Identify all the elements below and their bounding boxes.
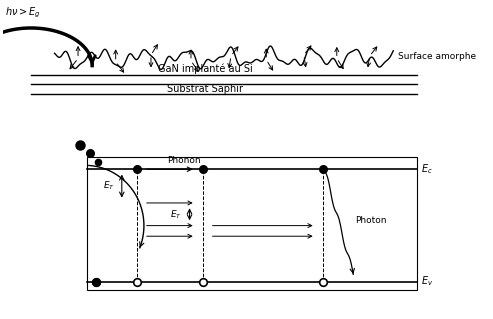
Bar bbox=[87, 157, 417, 290]
Text: $E_c$: $E_c$ bbox=[422, 162, 433, 176]
Text: Photon: Photon bbox=[355, 216, 387, 225]
Text: $h\nu > E_g$: $h\nu > E_g$ bbox=[5, 5, 41, 20]
Text: Phonon: Phonon bbox=[167, 156, 201, 165]
Text: $E_T$: $E_T$ bbox=[170, 208, 182, 220]
Text: Surface amorphe: Surface amorphe bbox=[398, 52, 476, 62]
Text: GaN implanté au Si: GaN implanté au Si bbox=[158, 64, 252, 74]
Text: $E_v$: $E_v$ bbox=[422, 275, 434, 288]
Text: Substrat Saphir: Substrat Saphir bbox=[167, 84, 243, 94]
Text: $E_T$: $E_T$ bbox=[103, 180, 115, 192]
